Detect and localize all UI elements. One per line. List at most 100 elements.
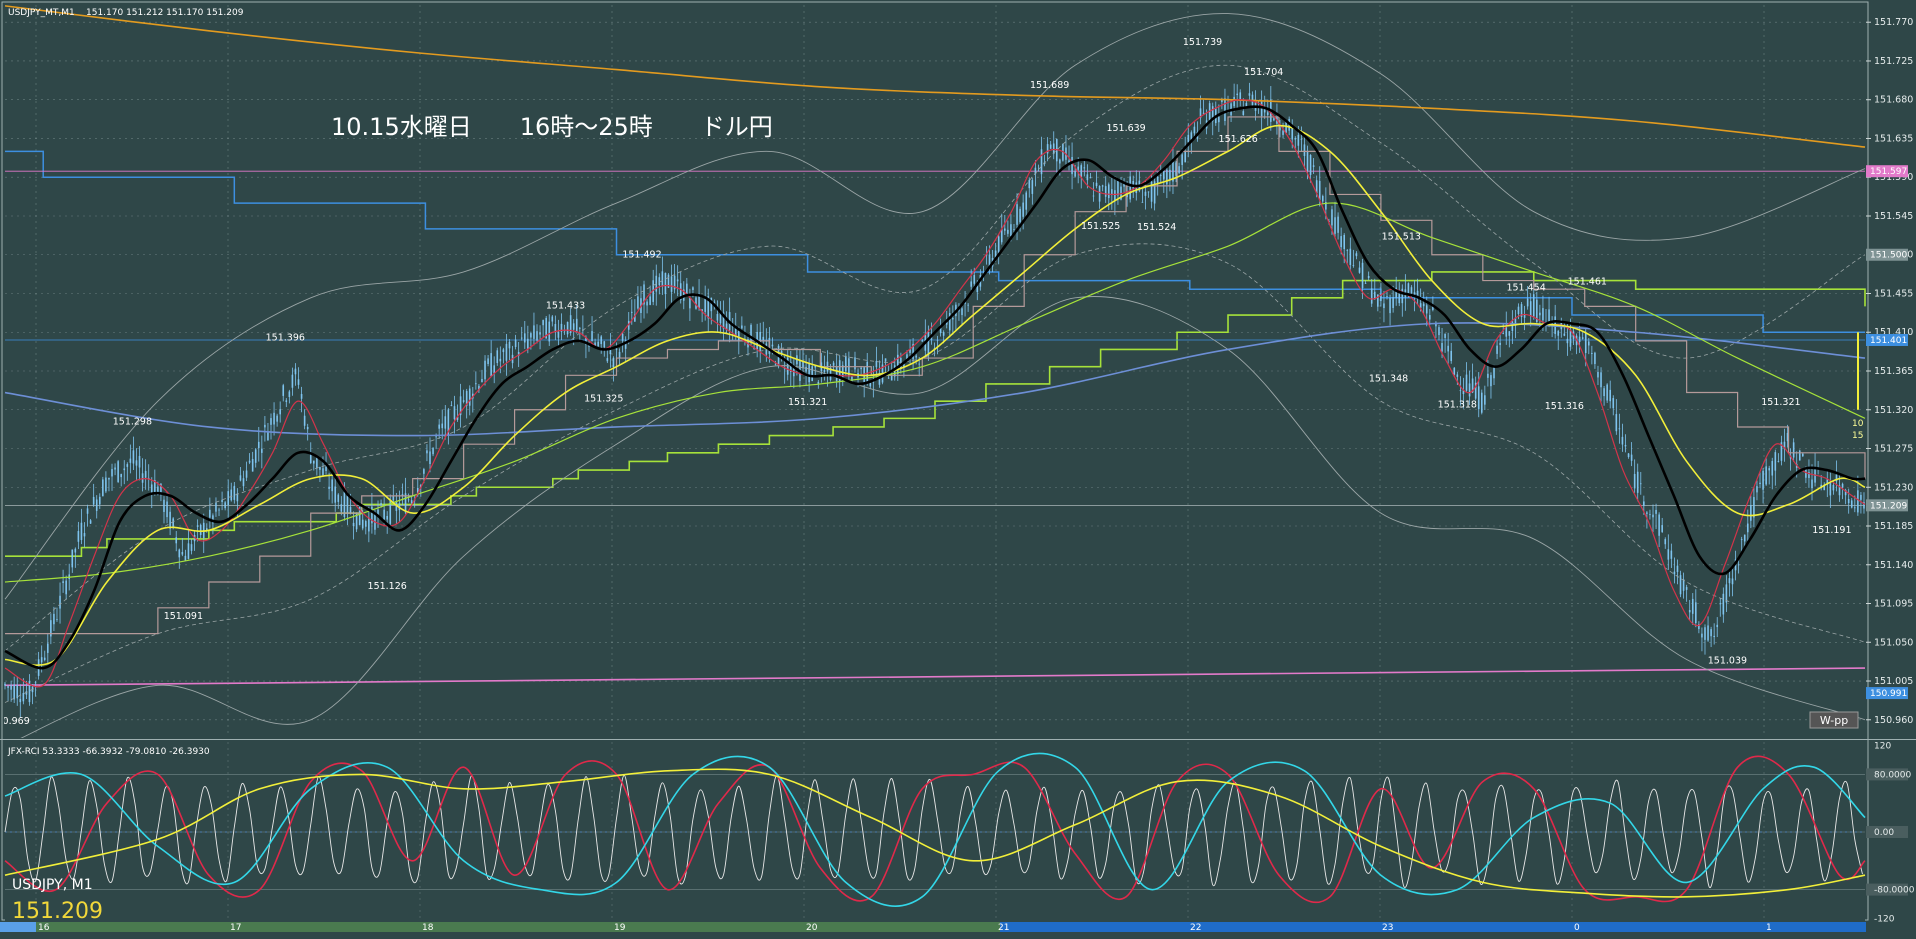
candle-body — [1704, 627, 1706, 640]
candle-body — [423, 469, 425, 474]
candle-body — [527, 338, 529, 349]
rci-tick-bg — [1866, 826, 1908, 838]
candle-body — [887, 377, 890, 379]
candle-body — [1380, 293, 1382, 302]
candle-body — [1037, 170, 1040, 172]
price-peak-label: 151.191 — [1812, 525, 1851, 536]
y-tick-label: 151.275 — [1874, 444, 1913, 455]
candle-body — [83, 533, 86, 537]
candle-body — [239, 475, 242, 481]
candle-body — [585, 336, 587, 345]
candle-body — [1059, 159, 1061, 164]
candle-body — [1089, 177, 1092, 179]
candle-body — [325, 466, 327, 471]
candle-body — [1163, 170, 1165, 180]
candle-body — [205, 528, 208, 531]
candle-body — [1321, 196, 1324, 202]
rci-title: JFX-RCI — [7, 747, 40, 757]
candle-body — [1178, 166, 1180, 174]
candle-body — [722, 312, 725, 329]
price-peak-label: 151.739 — [1183, 37, 1222, 48]
price-badge — [1866, 248, 1908, 261]
candle-body — [1658, 514, 1660, 536]
candle-body — [866, 361, 869, 383]
pink-line — [4, 667, 1866, 687]
y-tick-label: 151.140 — [1874, 560, 1913, 571]
candle-body — [1117, 181, 1119, 196]
candle-body — [349, 506, 352, 514]
candle-body — [780, 350, 783, 354]
candle-body — [1245, 102, 1248, 107]
candle-body — [199, 524, 202, 536]
candle-body — [499, 358, 502, 362]
candle-body — [967, 304, 969, 306]
ohlc-header: 151.170 151.212 151.170 151.209 — [86, 8, 244, 18]
candle-body — [242, 478, 245, 487]
candle-body — [184, 555, 187, 561]
candle-body — [1863, 502, 1865, 509]
candle-body — [1279, 127, 1281, 131]
candle-body — [1052, 143, 1055, 154]
candle-body — [970, 281, 972, 287]
pivot-label-box — [1809, 711, 1859, 729]
price-peak-label: 151.396 — [266, 332, 305, 343]
candle-body — [1584, 332, 1587, 354]
candle-body — [1765, 466, 1767, 485]
candle-body — [355, 512, 358, 530]
candle-body — [1153, 181, 1156, 204]
candle-body — [1548, 309, 1550, 325]
candle-body — [1780, 442, 1783, 461]
candle-body — [1193, 126, 1196, 134]
candle-body — [948, 312, 951, 331]
candle-body — [429, 451, 431, 465]
y-tick-label: 151.725 — [1874, 56, 1913, 67]
candle-body — [410, 500, 413, 504]
candle-body — [1419, 303, 1422, 308]
candle-body — [438, 424, 440, 429]
candle-body — [1768, 468, 1770, 471]
candle-body — [1643, 501, 1645, 506]
price-badge — [1866, 165, 1908, 178]
candle-body — [1606, 384, 1608, 401]
candle-body — [224, 502, 226, 509]
ma-green-line — [4, 202, 1866, 583]
candle-body — [1266, 112, 1269, 115]
candle-body — [337, 494, 340, 502]
candle-body — [1297, 134, 1300, 146]
candle-body — [371, 506, 373, 524]
candle-body — [279, 409, 281, 415]
candle-body — [689, 297, 691, 309]
candle-body — [1490, 375, 1492, 387]
candle-body — [490, 353, 492, 377]
candle-body — [62, 581, 64, 584]
rci-y-tick-label: -80.0000 — [1874, 886, 1915, 896]
candle-body — [1777, 461, 1780, 463]
candle-body — [80, 522, 83, 541]
x-tick-label: 17 — [230, 923, 241, 933]
candle-body — [930, 336, 933, 340]
candle-body — [698, 293, 700, 309]
candle-body — [484, 360, 486, 380]
candle-body — [236, 493, 239, 502]
candle-body — [560, 323, 563, 332]
rci-red-line — [4, 755, 1866, 904]
candle-body — [1211, 106, 1214, 122]
time-bar-green — [0, 922, 1000, 932]
candle-body — [1523, 314, 1526, 318]
y-tick-label: 151.455 — [1874, 288, 1913, 299]
candle-body — [1337, 216, 1339, 233]
y-tick-label: 151.770 — [1874, 17, 1913, 28]
candle-body — [915, 355, 917, 358]
price-peak-label: 150.969 — [0, 716, 30, 727]
candle-body — [1092, 195, 1095, 197]
candle-body — [1685, 587, 1688, 590]
band-upper-dashed — [4, 64, 1866, 652]
candle-body — [667, 274, 670, 288]
candle-body — [851, 376, 853, 382]
candle-body — [383, 509, 385, 520]
candle-body — [1499, 342, 1501, 345]
candle-body — [1798, 450, 1801, 461]
candle-body — [1468, 383, 1471, 397]
candle-body — [909, 349, 911, 353]
